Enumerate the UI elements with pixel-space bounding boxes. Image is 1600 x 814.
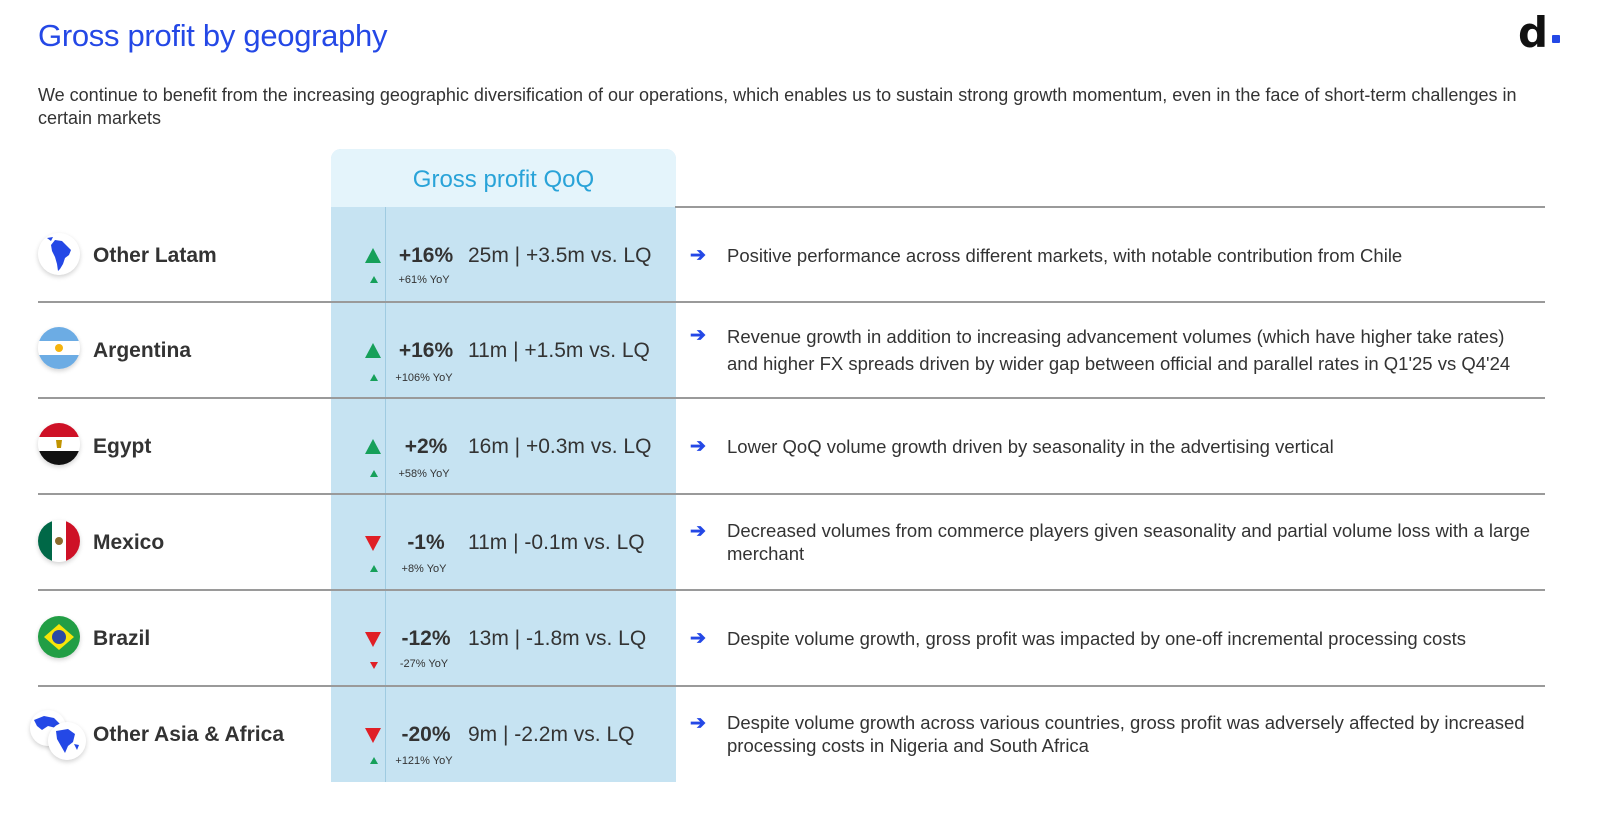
argentina-flag-icon [38, 327, 80, 369]
yoy-percent: +58% YoY [398, 468, 450, 480]
qoq-percent: -20% [401, 723, 451, 746]
qoq-absolute: 25m | +3.5m vs. LQ [468, 244, 652, 267]
south-america-globe-icon [38, 233, 80, 275]
yoy-percent: +61% YoY [398, 274, 450, 286]
logo-letter: d [1518, 8, 1549, 57]
page-title: Gross profit by geography [38, 18, 388, 53]
row-commentary: Despite volume growth, gross profit was … [727, 628, 1466, 649]
region-name: Egypt [93, 435, 152, 458]
row-commentary: Lower QoQ volume growth driven by season… [727, 436, 1334, 457]
row-commentary: Revenue growth in addition to increasing… [727, 326, 1511, 374]
arrow-right-icon: ➔ [690, 628, 706, 649]
yoy-percent: -27% YoY [399, 658, 449, 670]
trend-up-icon [365, 439, 381, 454]
geography-row-mexico: Mexico -1% 11m | -0.1m vs. LQ +8% YoY ➔ … [0, 494, 1600, 590]
qoq-absolute: 11m | -0.1m vs. LQ [468, 531, 645, 554]
trend-down-icon [365, 632, 381, 647]
trend-up-icon [365, 248, 381, 263]
mexico-flag-icon [38, 520, 80, 562]
qoq-percent: -12% [401, 627, 451, 650]
yoy-percent: +121% YoY [395, 755, 453, 767]
arrow-right-icon: ➔ [690, 713, 706, 734]
yoy-up-icon [370, 757, 378, 764]
qoq-percent: +16% [398, 244, 454, 267]
qoq-absolute: 16m | +0.3m vs. LQ [468, 435, 652, 458]
arrow-right-icon: ➔ [690, 325, 706, 346]
geography-row-egypt: Egypt +2% 16m | +0.3m vs. LQ +58% YoY ➔ … [0, 398, 1600, 494]
qoq-absolute: 11m | +1.5m vs. LQ [468, 339, 650, 362]
yoy-up-icon [370, 470, 378, 477]
region-name: Other Latam [93, 244, 217, 267]
row-commentary: Positive performance across different ma… [727, 245, 1403, 266]
trend-down-icon [365, 728, 381, 743]
qoq-absolute: 13m | -1.8m vs. LQ [468, 627, 647, 650]
page-subtitle: We continue to benefit from the increasi… [38, 85, 1517, 128]
brazil-flag-icon [38, 616, 80, 658]
logo-dot [1552, 35, 1560, 43]
row-commentary: Decreased volumes from commerce players … [727, 520, 1531, 564]
trend-up-icon [365, 343, 381, 358]
row-divider [38, 397, 1545, 399]
arrow-right-icon: ➔ [690, 245, 706, 266]
row-divider [38, 301, 1545, 303]
qoq-percent: +2% [404, 435, 448, 458]
region-name: Mexico [93, 531, 165, 554]
yoy-percent: +8% YoY [401, 563, 447, 575]
gross-profit-qoq-header: Gross profit QoQ [331, 149, 676, 207]
yoy-up-icon [370, 374, 378, 381]
region-name: Brazil [93, 627, 151, 650]
geography-row-brazil: Brazil -12% 13m | -1.8m vs. LQ -27% YoY … [0, 590, 1600, 686]
arrow-right-icon: ➔ [690, 436, 706, 457]
africa-globe-icon [48, 722, 86, 760]
yoy-down-icon [370, 662, 378, 669]
trend-down-icon [365, 536, 381, 551]
region-name: Argentina [93, 339, 192, 362]
row-divider [38, 685, 1545, 687]
geography-row-other-asia-africa: Other Asia & Africa -20% 9m | -2.2m vs. … [0, 686, 1600, 782]
qoq-absolute: 9m | -2.2m vs. LQ [468, 723, 635, 746]
company-logo: d [1518, 8, 1578, 58]
geography-row-other-latam: Other Latam +16% 25m | +3.5m vs. LQ +61%… [0, 207, 1600, 303]
egypt-flag-icon [38, 423, 80, 465]
geography-row-argentina: Argentina +16% 11m | +1.5m vs. LQ +106% … [0, 302, 1600, 398]
arrow-right-icon: ➔ [690, 521, 706, 542]
row-commentary: Despite volume growth across various cou… [727, 712, 1525, 756]
gross-profit-qoq-panel: Gross profit QoQ [331, 149, 676, 782]
region-name: Other Asia & Africa [93, 723, 284, 746]
row-divider [38, 493, 1545, 495]
yoy-percent: +106% YoY [395, 372, 453, 384]
qoq-percent: -1% [407, 531, 445, 554]
row-divider [675, 206, 1545, 208]
qoq-percent: +16% [398, 339, 454, 362]
yoy-up-icon [370, 276, 378, 283]
row-divider [38, 589, 1545, 591]
yoy-up-icon [370, 565, 378, 572]
